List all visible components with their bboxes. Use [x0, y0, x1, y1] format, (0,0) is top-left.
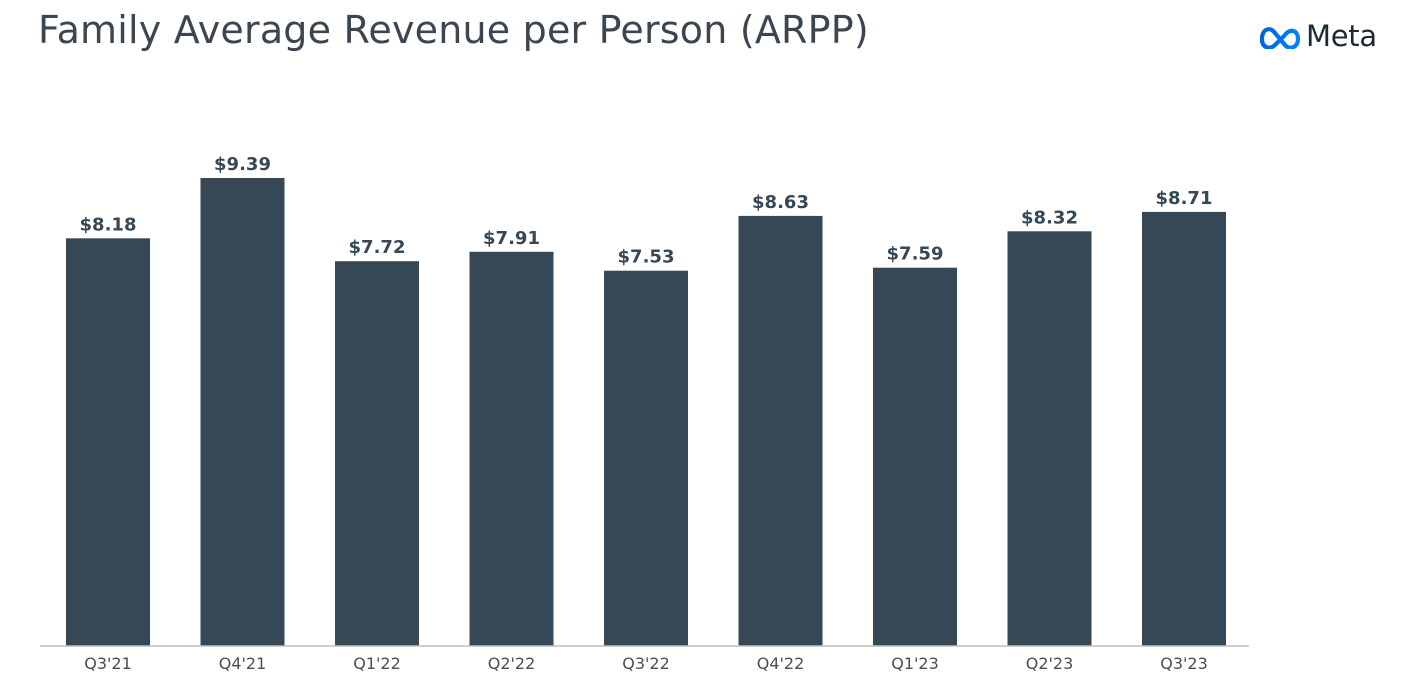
x-tick-label-6: Q1'23	[891, 654, 939, 673]
bar-2	[335, 261, 419, 646]
bar-3	[469, 251, 554, 647]
x-tick-label-1: Q4'21	[219, 654, 267, 673]
x-tick-label-5: Q4'22	[757, 654, 805, 673]
x-tick-label-0: Q3'21	[84, 654, 132, 673]
bars	[66, 178, 1226, 647]
meta-logo: Meta	[1258, 16, 1377, 56]
data-label-2: $7.72	[349, 237, 406, 258]
x-tick-labels: Q3'21 Q4'21 Q1'22 Q2'22 Q3'22 Q4'22 Q1'23 Q2'23…	[84, 654, 1208, 673]
data-label-5: $8.63	[752, 192, 809, 213]
data-label-7: $8.32	[1021, 207, 1078, 228]
x-tick-label-8: Q3'23	[1160, 654, 1208, 673]
bar-8	[1142, 211, 1226, 646]
bar-4	[604, 270, 688, 646]
page-title: Family Average Revenue per Person (ARPP)	[38, 8, 869, 52]
data-labels: $8.18 $9.39 $7.72 $7.91 $7.53 $8.63 $7.59 $8.32…	[80, 154, 1213, 268]
bar-1	[200, 178, 285, 646]
x-tick-label-7: Q2'23	[1026, 654, 1074, 673]
x-tick-label-4: Q3'22	[622, 654, 670, 673]
data-label-0: $8.18	[80, 214, 137, 235]
meta-logo-text: Meta	[1306, 19, 1377, 53]
bar-7	[1007, 231, 1092, 647]
data-label-1: $9.39	[214, 154, 271, 175]
x-tick-label-2: Q1'22	[353, 654, 401, 673]
data-label-8: $8.71	[1156, 188, 1213, 209]
bar-0	[66, 238, 150, 647]
data-label-6: $7.59	[887, 244, 944, 265]
bar-6	[873, 267, 957, 646]
bar-5	[738, 215, 823, 646]
meta-infinity-icon	[1259, 27, 1301, 49]
x-tick-label-3: Q2'22	[488, 654, 536, 673]
data-label-3: $7.91	[483, 228, 540, 249]
data-label-4: $7.53	[618, 247, 675, 268]
